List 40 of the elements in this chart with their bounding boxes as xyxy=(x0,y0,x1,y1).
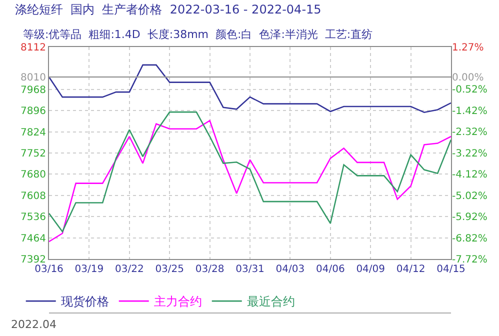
legend-label: 最近合约 xyxy=(246,294,295,309)
x-tick-label: 03/19 xyxy=(74,264,104,275)
chart-title: 涤纶短纤 国内 生产者价格 2022-03-16 - 2022-04-15 xyxy=(14,2,322,16)
x-tick-label: 04/06 xyxy=(316,264,345,275)
x-tick-label: 04/03 xyxy=(276,264,305,275)
y-tick-label: 8112 xyxy=(20,42,46,54)
y2-tick-label: -1.42% xyxy=(452,106,488,117)
y-tick-label: 7392 xyxy=(20,254,46,266)
y-tick-label: 7968 xyxy=(20,84,46,96)
x-tick-label: 03/28 xyxy=(195,264,224,275)
y-tick-label: 7608 xyxy=(20,190,46,202)
x-tick-label: 04/15 xyxy=(436,264,466,275)
y-tick-label: 7824 xyxy=(20,127,46,138)
x-tick-label: 03/22 xyxy=(114,264,144,275)
y-tick-label: 7464 xyxy=(20,233,46,244)
y2-tick-label: 1.27% xyxy=(452,42,484,54)
x-tick-label: 03/25 xyxy=(155,264,184,275)
y-tick-label: 8010 xyxy=(20,72,46,84)
y-tick-label: 7752 xyxy=(20,148,46,160)
chart-subtitle: 等级:优等品 粗细:1.4D 长度:38mm 颜色:白 色泽:半消光 工艺:直纺 xyxy=(23,28,373,41)
y2-tick-label: -5.02% xyxy=(452,190,488,202)
y2-tick-label: -7.72% xyxy=(452,254,488,266)
y-tick-label: 7680 xyxy=(20,170,46,181)
x-tick-label: 03/31 xyxy=(236,264,264,275)
y2-tick-label: -6.82% xyxy=(452,233,488,244)
y2-tick-label: -0.52% xyxy=(452,84,488,96)
line-series xyxy=(49,64,451,114)
legend-label: 现货价格 xyxy=(60,294,109,309)
legend-label: 主力合约 xyxy=(154,294,202,309)
y2-tick-label: -2.32% xyxy=(452,127,488,138)
text: 2022.04 xyxy=(11,318,56,331)
x-tick-label: 03/16 xyxy=(34,264,64,275)
x-tick-label: 04/12 xyxy=(396,264,426,275)
y-tick-label: 7896 xyxy=(20,106,46,118)
y2-tick-label: -3.22% xyxy=(452,148,488,160)
y2-tick-label: -4.12% xyxy=(452,170,488,181)
y2-tick-label: 0.00% xyxy=(452,72,484,84)
y-tick-label: 7536 xyxy=(20,212,46,224)
y2-tick-label: -5.92% xyxy=(452,212,488,224)
x-tick-label: 04/09 xyxy=(356,264,386,275)
